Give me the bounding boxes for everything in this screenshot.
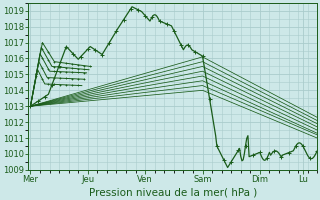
- X-axis label: Pression niveau de la mer( hPa ): Pression niveau de la mer( hPa ): [89, 187, 257, 197]
